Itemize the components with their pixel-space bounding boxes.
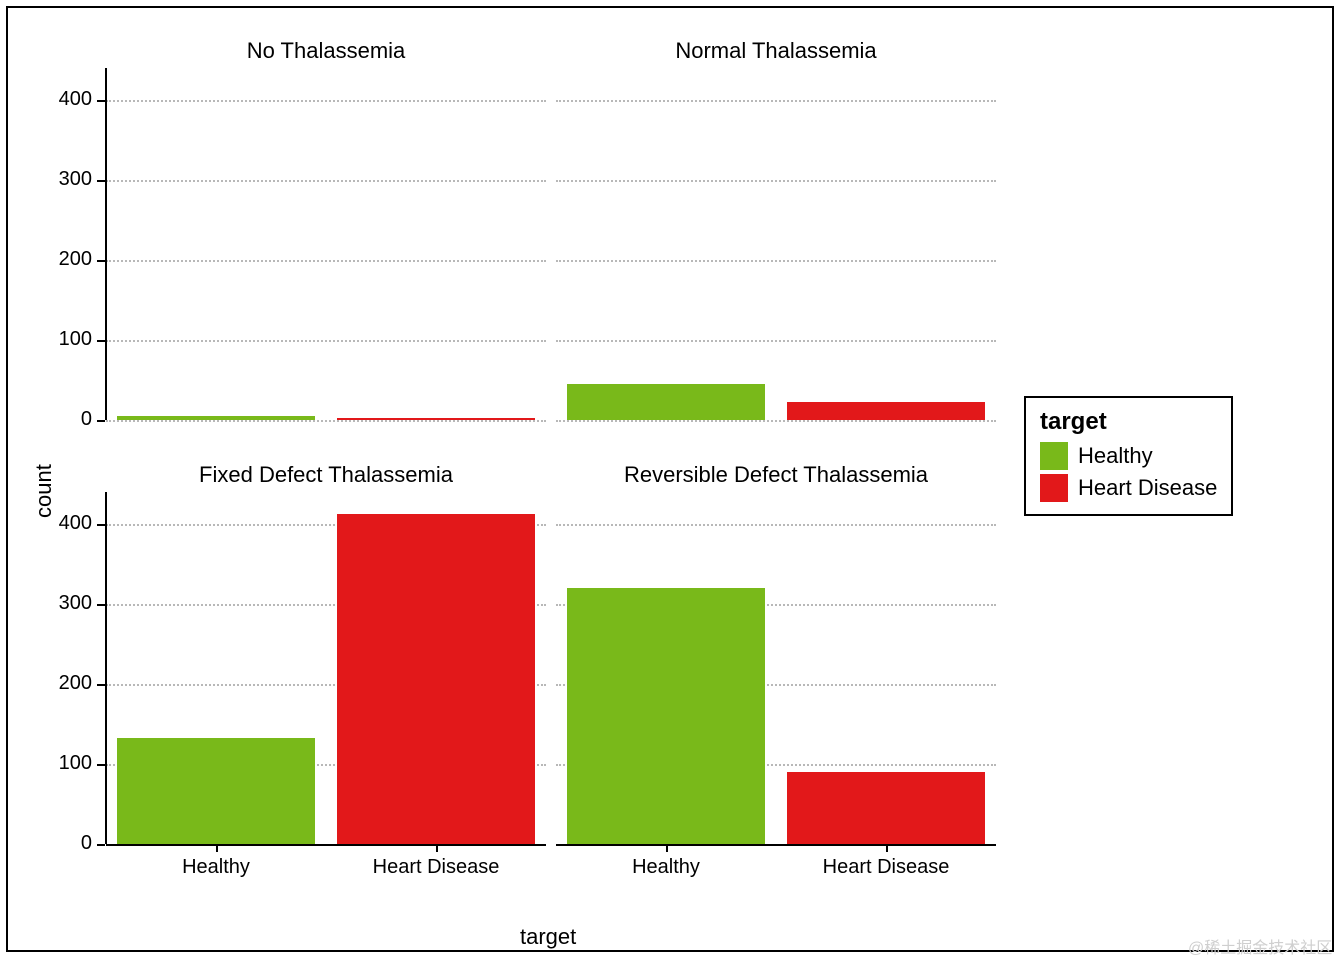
y-tick-label: 300 xyxy=(42,592,92,615)
y-tick-label: 300 xyxy=(42,168,92,191)
x-axis-label: target xyxy=(520,924,576,950)
y-axis-line xyxy=(105,68,107,420)
y-tick xyxy=(97,260,105,262)
y-tick-label: 200 xyxy=(42,672,92,695)
chart-container: count target No Thalassemia Normal Thala… xyxy=(0,0,1344,960)
gridline xyxy=(106,260,546,262)
y-tick xyxy=(97,684,105,686)
y-tick-label: 400 xyxy=(42,512,92,535)
gridline xyxy=(556,100,996,102)
facet-title-2: Fixed Defect Thalassemia xyxy=(106,462,546,488)
x-axis-line xyxy=(556,844,996,846)
y-tick-label: 200 xyxy=(42,248,92,271)
legend-item-healthy: Healthy xyxy=(1040,442,1217,470)
legend-swatch-heart-disease xyxy=(1040,474,1068,502)
legend-label-healthy: Healthy xyxy=(1078,443,1153,469)
y-axis-line xyxy=(105,492,107,844)
x-axis-line xyxy=(106,844,546,846)
bar xyxy=(337,418,535,420)
facet-title-1: Normal Thalassemia xyxy=(556,38,996,64)
chart-frame: count target No Thalassemia Normal Thala… xyxy=(6,6,1334,952)
x-tick xyxy=(436,844,438,852)
y-tick xyxy=(97,340,105,342)
legend-label-heart-disease: Heart Disease xyxy=(1078,475,1217,501)
gridline xyxy=(556,340,996,342)
y-tick xyxy=(97,100,105,102)
bar xyxy=(567,384,765,420)
x-tick-label: Heart Disease xyxy=(776,856,996,879)
y-tick xyxy=(97,764,105,766)
bar xyxy=(787,402,985,420)
bar xyxy=(337,514,535,844)
gridline xyxy=(106,420,546,422)
x-tick-label: Healthy xyxy=(556,856,776,879)
bar xyxy=(567,588,765,844)
bar xyxy=(787,772,985,844)
gridline xyxy=(106,100,546,102)
gridline xyxy=(556,260,996,262)
panel-1 xyxy=(556,68,996,420)
bar xyxy=(117,738,315,844)
gridline xyxy=(106,340,546,342)
gridline xyxy=(556,180,996,182)
y-tick-label: 0 xyxy=(42,408,92,431)
facet-title-0: No Thalassemia xyxy=(106,38,546,64)
y-tick xyxy=(97,420,105,422)
panel-3 xyxy=(556,492,996,844)
y-tick-label: 100 xyxy=(42,328,92,351)
x-tick xyxy=(886,844,888,852)
y-tick xyxy=(97,604,105,606)
y-tick xyxy=(97,844,105,846)
legend-item-heart-disease: Heart Disease xyxy=(1040,474,1217,502)
legend-title: target xyxy=(1040,408,1217,436)
panel-2 xyxy=(106,492,546,844)
gridline xyxy=(556,420,996,422)
legend-swatch-healthy xyxy=(1040,442,1068,470)
y-tick-label: 400 xyxy=(42,88,92,111)
x-tick xyxy=(666,844,668,852)
gridline xyxy=(106,180,546,182)
gridline xyxy=(556,524,996,526)
y-axis-label: count xyxy=(31,464,57,518)
y-tick-label: 100 xyxy=(42,752,92,775)
x-tick xyxy=(216,844,218,852)
bar xyxy=(117,416,315,420)
facet-title-3: Reversible Defect Thalassemia xyxy=(556,462,996,488)
legend: target Healthy Heart Disease xyxy=(1024,396,1233,516)
panel-0 xyxy=(106,68,546,420)
x-tick-label: Healthy xyxy=(106,856,326,879)
watermark-text: @稀土掘金技术社区 xyxy=(1188,934,1332,958)
y-tick xyxy=(97,524,105,526)
y-tick xyxy=(97,180,105,182)
y-tick-label: 0 xyxy=(42,832,92,855)
x-tick-label: Heart Disease xyxy=(326,856,546,879)
